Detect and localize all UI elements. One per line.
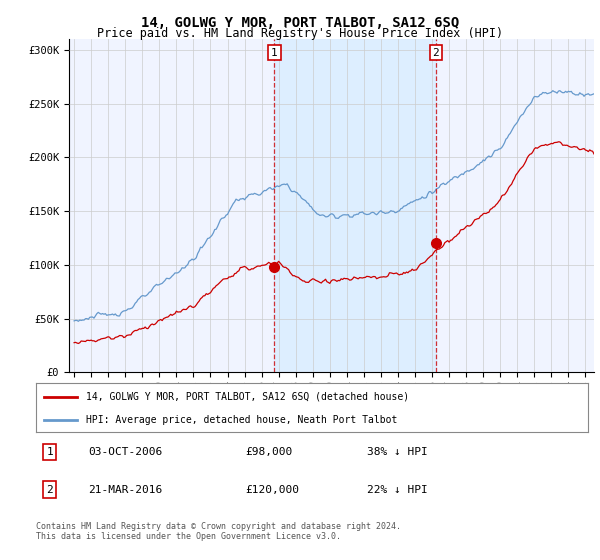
Text: 14, GOLWG Y MOR, PORT TALBOT, SA12 6SQ (detached house): 14, GOLWG Y MOR, PORT TALBOT, SA12 6SQ (… [86, 392, 409, 402]
Text: 1: 1 [46, 447, 53, 458]
Text: 1: 1 [271, 48, 278, 58]
Text: 22% ↓ HPI: 22% ↓ HPI [367, 484, 428, 494]
Text: HPI: Average price, detached house, Neath Port Talbot: HPI: Average price, detached house, Neat… [86, 415, 397, 425]
Text: 38% ↓ HPI: 38% ↓ HPI [367, 447, 428, 458]
Text: 21-MAR-2016: 21-MAR-2016 [88, 484, 163, 494]
Text: 14, GOLWG Y MOR, PORT TALBOT, SA12 6SQ: 14, GOLWG Y MOR, PORT TALBOT, SA12 6SQ [141, 16, 459, 30]
Text: 2: 2 [433, 48, 439, 58]
Text: 2: 2 [46, 484, 53, 494]
Text: Contains HM Land Registry data © Crown copyright and database right 2024.
This d: Contains HM Land Registry data © Crown c… [36, 522, 401, 542]
Bar [274, 39, 436, 372]
Text: Price paid vs. HM Land Registry's House Price Index (HPI): Price paid vs. HM Land Registry's House … [97, 27, 503, 40]
Text: £120,000: £120,000 [246, 484, 300, 494]
Text: £98,000: £98,000 [246, 447, 293, 458]
Text: 03-OCT-2006: 03-OCT-2006 [88, 447, 163, 458]
